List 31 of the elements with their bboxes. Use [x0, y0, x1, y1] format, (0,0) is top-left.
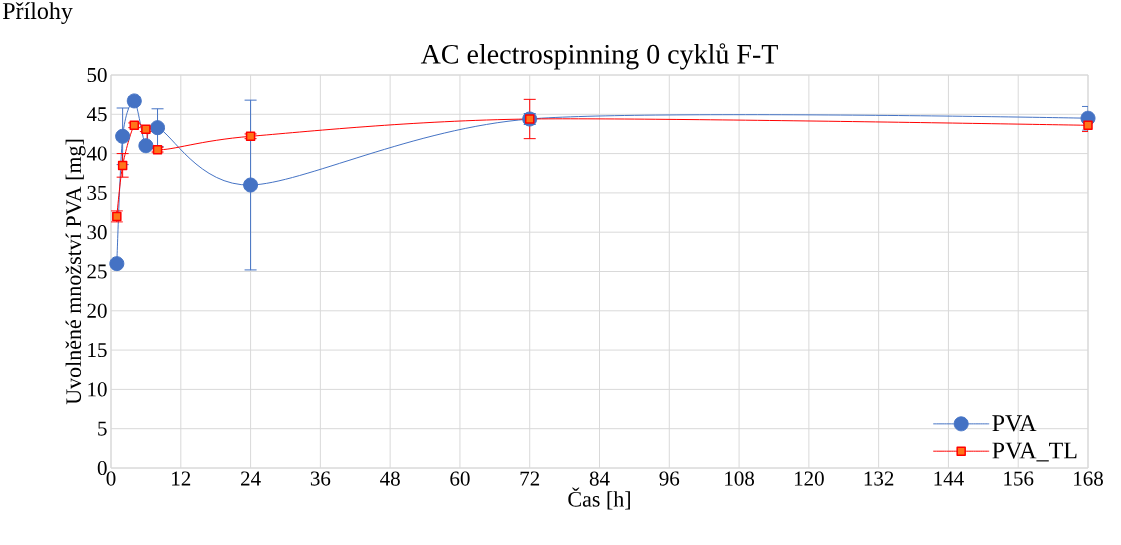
y-tick-label: 20	[87, 303, 107, 318]
y-tick-label: 10	[88, 382, 107, 397]
x-tick-label: 156	[1004, 471, 1034, 486]
x-tick-label: 144	[934, 471, 964, 486]
chart-title: AC electrospinning 0 cyklů F-T	[420, 43, 778, 70]
y-tick-label: 15	[88, 343, 107, 358]
y-tick-label: 35	[87, 185, 107, 200]
y-tick-label: 45	[86, 107, 107, 122]
x-tick-label: 12	[172, 471, 191, 486]
x-tick-label: 132	[864, 471, 894, 486]
x-tick-label: 96	[659, 471, 680, 486]
x-tick-label: 84	[589, 471, 610, 486]
y-tick-label: 40	[86, 146, 107, 161]
x-tick-label: 168	[1074, 471, 1103, 486]
y-tick-label: 50	[87, 67, 107, 83]
x-tick-label: 48	[380, 471, 400, 486]
legend-label: PVA_TL	[992, 442, 1077, 462]
y-tick-label: 0	[97, 460, 107, 476]
y-tick-label: 5	[98, 421, 107, 436]
text: Přílohy	[2, 2, 73, 25]
y-tick-label: 25	[87, 264, 107, 279]
x-tick-label: 60	[450, 471, 470, 486]
x-tick-label: 120	[794, 471, 824, 486]
x-tick-label: 108	[725, 471, 755, 486]
y-axis-title: Uvolněné množství PVA [mg]	[65, 139, 86, 405]
x-tick-label: 36	[310, 471, 331, 486]
x-tick-label: 72	[520, 471, 540, 486]
x-tick-label: 24	[241, 471, 261, 486]
y-tick-label: 30	[87, 225, 107, 240]
legend-label: PVA	[992, 415, 1037, 432]
x-axis-title: Čas [h]	[568, 487, 630, 510]
